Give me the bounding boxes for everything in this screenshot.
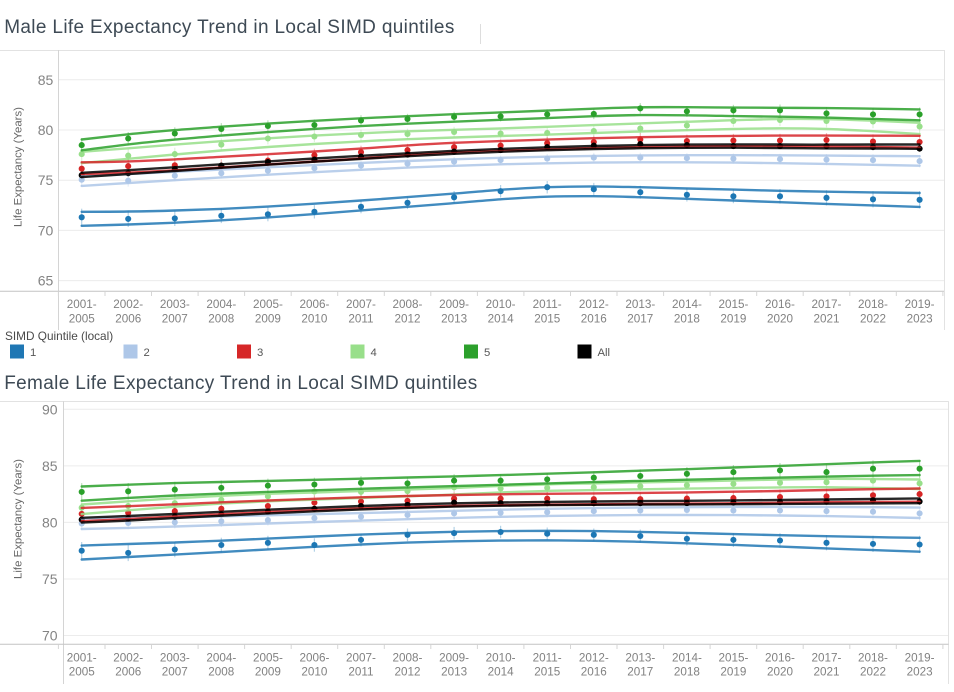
svg-text:2013-: 2013- [625, 651, 655, 664]
svg-text:2014-: 2014- [672, 298, 702, 311]
svg-text:Male Life Expectancy Trend in: Male Life Expectancy Trend in Local SIMD… [4, 17, 455, 38]
svg-text:2020: 2020 [767, 313, 794, 326]
svg-text:80: 80 [42, 514, 58, 530]
svg-text:65: 65 [38, 273, 54, 289]
svg-text:70: 70 [42, 628, 58, 644]
svg-text:2009: 2009 [255, 666, 281, 679]
svg-text:Life Expectancy (Years): Life Expectancy (Years) [13, 107, 25, 227]
svg-text:2021: 2021 [813, 313, 839, 326]
svg-text:2: 2 [144, 347, 150, 359]
svg-text:2017: 2017 [627, 313, 653, 326]
svg-text:2006-: 2006- [299, 298, 329, 311]
svg-text:2006-: 2006- [299, 651, 329, 664]
svg-text:75: 75 [38, 172, 54, 188]
svg-text:2008-: 2008- [393, 651, 423, 664]
svg-text:2016-: 2016- [765, 298, 795, 311]
svg-text:2007-: 2007- [346, 651, 376, 664]
svg-text:70: 70 [38, 222, 54, 238]
svg-text:2001-: 2001- [67, 298, 97, 311]
svg-text:2015-: 2015- [718, 651, 748, 664]
svg-text:2003-: 2003- [160, 298, 190, 311]
svg-text:4: 4 [371, 347, 377, 359]
svg-text:2018: 2018 [674, 666, 700, 679]
svg-text:2010: 2010 [301, 313, 328, 326]
svg-text:85: 85 [42, 458, 58, 474]
svg-text:2002-: 2002- [113, 298, 143, 311]
svg-text:2018: 2018 [674, 313, 700, 326]
svg-text:2009: 2009 [255, 313, 281, 326]
svg-text:2005: 2005 [69, 666, 96, 679]
svg-text:2011: 2011 [348, 666, 373, 679]
svg-text:2019-: 2019- [905, 298, 935, 311]
svg-text:2005-: 2005- [253, 298, 283, 311]
svg-text:2019: 2019 [720, 666, 746, 679]
svg-text:2014-: 2014- [672, 651, 702, 664]
svg-text:All: All [598, 347, 611, 359]
svg-text:2018-: 2018- [858, 651, 888, 664]
svg-text:2012-: 2012- [579, 651, 609, 664]
svg-text:2016-: 2016- [765, 651, 795, 664]
svg-text:2013: 2013 [441, 666, 467, 679]
svg-text:2010: 2010 [301, 666, 328, 679]
svg-text:3: 3 [257, 347, 263, 359]
svg-text:2020: 2020 [767, 666, 794, 679]
svg-text:2012: 2012 [394, 666, 420, 679]
svg-text:2008: 2008 [208, 666, 234, 679]
svg-text:2023: 2023 [907, 313, 933, 326]
svg-text:75: 75 [42, 571, 58, 587]
svg-text:80: 80 [38, 122, 54, 138]
svg-text:2009-: 2009- [439, 298, 469, 311]
svg-text:2009-: 2009- [439, 651, 469, 664]
svg-text:5: 5 [484, 347, 490, 359]
svg-text:2023: 2023 [907, 666, 933, 679]
svg-text:2002-: 2002- [113, 651, 143, 664]
svg-text:2011-: 2011- [533, 651, 562, 664]
svg-text:2019-: 2019- [905, 651, 935, 664]
svg-text:90: 90 [42, 401, 58, 417]
svg-text:2003-: 2003- [160, 651, 190, 664]
svg-text:2004-: 2004- [206, 298, 236, 311]
svg-text:2015-: 2015- [718, 298, 748, 311]
svg-text:Female Life Expectancy Trend i: Female Life Expectancy Trend in Local SI… [4, 373, 477, 394]
svg-text:SIMD Quintile (local): SIMD Quintile (local) [5, 329, 113, 343]
svg-text:2001-: 2001- [67, 651, 97, 664]
svg-text:1: 1 [30, 347, 36, 359]
svg-text:Life Expectancy (Years): Life Expectancy (Years) [13, 459, 25, 579]
svg-text:2017-: 2017- [812, 298, 842, 311]
svg-text:2007-: 2007- [346, 298, 376, 311]
svg-text:2012: 2012 [394, 313, 420, 326]
svg-text:2007: 2007 [162, 313, 188, 326]
svg-text:2022: 2022 [860, 313, 886, 326]
svg-text:2010-: 2010- [486, 651, 516, 664]
svg-text:2014: 2014 [488, 666, 515, 679]
svg-text:2017-: 2017- [812, 651, 842, 664]
svg-text:2016: 2016 [581, 313, 607, 326]
svg-text:2010-: 2010- [486, 298, 516, 311]
svg-text:2011: 2011 [348, 313, 373, 326]
svg-text:2008: 2008 [208, 313, 234, 326]
svg-text:2008-: 2008- [393, 298, 423, 311]
svg-text:2011-: 2011- [533, 298, 562, 311]
svg-text:2015: 2015 [534, 313, 561, 326]
svg-text:2005-: 2005- [253, 651, 283, 664]
svg-text:2017: 2017 [627, 666, 653, 679]
svg-text:2013: 2013 [441, 313, 467, 326]
svg-text:2007: 2007 [162, 666, 188, 679]
svg-text:2022: 2022 [860, 666, 886, 679]
svg-text:2006: 2006 [115, 666, 141, 679]
svg-text:2019: 2019 [720, 313, 746, 326]
svg-text:2013-: 2013- [625, 298, 655, 311]
svg-text:2006: 2006 [115, 313, 141, 326]
svg-text:2004-: 2004- [206, 651, 236, 664]
svg-text:2021: 2021 [813, 666, 839, 679]
svg-text:2018-: 2018- [858, 298, 888, 311]
svg-text:85: 85 [38, 72, 54, 88]
svg-text:2005: 2005 [69, 313, 96, 326]
svg-text:2015: 2015 [534, 666, 561, 679]
svg-text:2016: 2016 [581, 666, 607, 679]
svg-text:2012-: 2012- [579, 298, 609, 311]
svg-text:2014: 2014 [488, 313, 515, 326]
